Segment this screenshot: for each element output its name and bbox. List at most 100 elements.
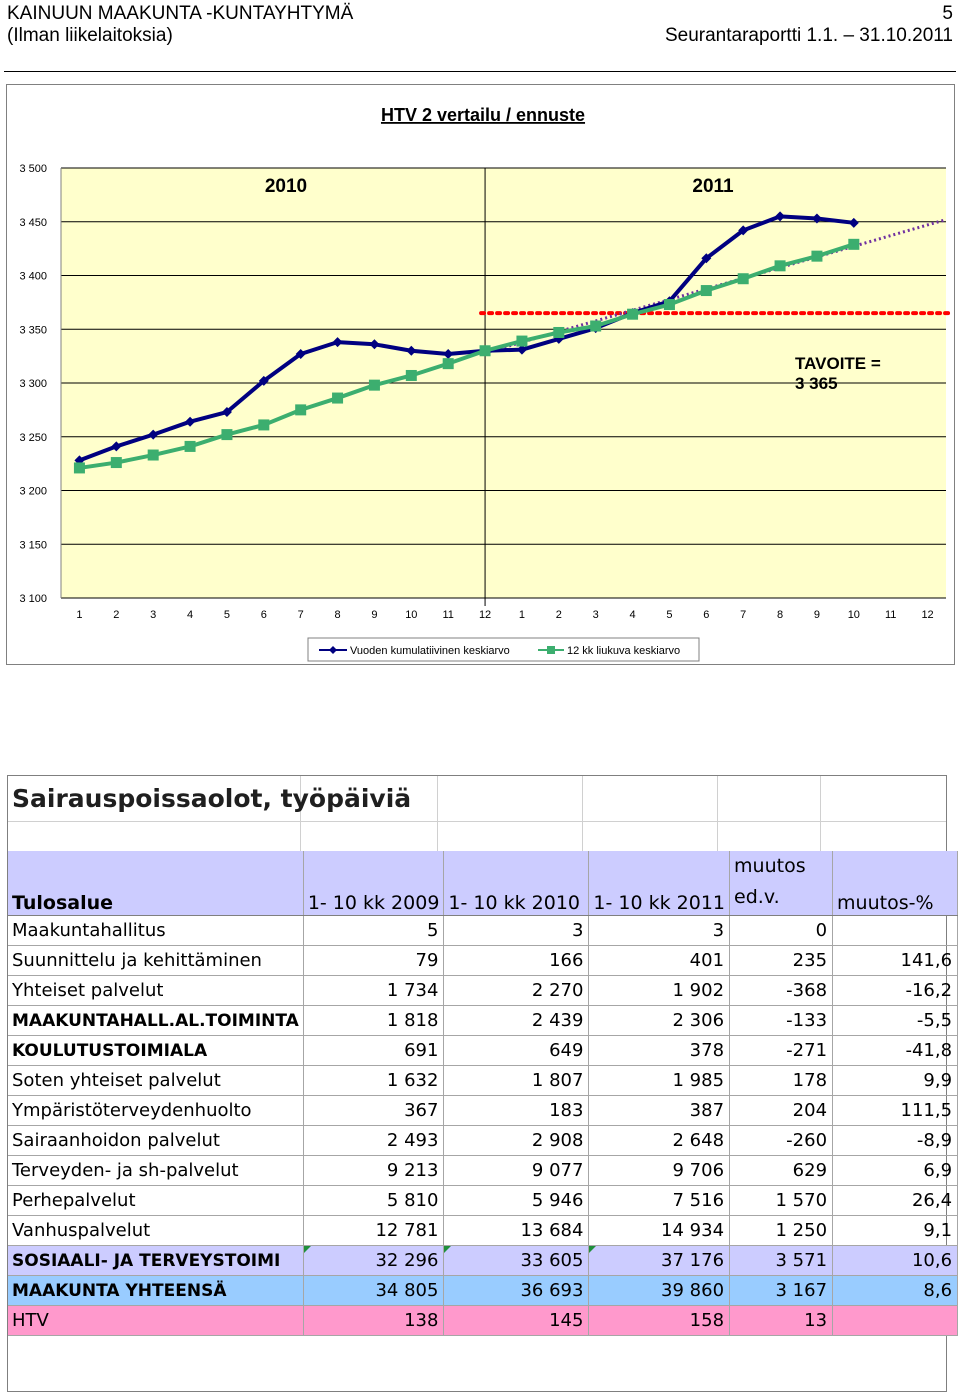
- cell-2010: 5 946: [443, 1185, 590, 1216]
- table-row: Suunnittelu ja kehittäminen 79 166 401 235 14…: [8, 945, 959, 976]
- cell-2010: 36 693: [443, 1275, 590, 1306]
- table-row: HTV 138 145 158 13: [8, 1305, 959, 1336]
- cell-2009: 691: [303, 1035, 445, 1066]
- y-tick-label: 3 250: [19, 432, 47, 444]
- grid-line: [820, 776, 821, 851]
- data-point-series-2: [700, 285, 712, 297]
- data-point-series-1: [701, 253, 712, 264]
- chart-legend: Vuoden kumulatiivinen keskiarvo 12 kk li…: [307, 637, 700, 662]
- data-point-series-1: [258, 375, 269, 386]
- x-tick-label: 1: [76, 609, 82, 621]
- cell-2011: 2 648: [588, 1125, 731, 1156]
- data-point-series-1: [185, 416, 196, 427]
- x-tick-label: 12: [479, 609, 491, 621]
- data-point-series-2: [184, 440, 196, 452]
- page-header: KAINUUN MAAKUNTA -KUNTAYHTYMÄ (Ilman lii…: [0, 0, 960, 72]
- data-point-series-2: [479, 345, 491, 357]
- grid-line: [582, 776, 583, 851]
- x-tick-label: 11: [442, 609, 453, 621]
- data-point-series-2: [442, 358, 454, 370]
- cell-change: 3 571: [729, 1245, 834, 1276]
- cell-change-pct: 8,6: [832, 1275, 959, 1306]
- org-name: KAINUUN MAAKUNTA -KUNTAYHTYMÄ: [7, 3, 354, 24]
- cell-2010: 145: [443, 1305, 590, 1336]
- y-axis-ticks: 3 100 3 150 3 200 3 250 3 300 3 350 3 400 3 450…: [19, 163, 47, 605]
- data-point-series-1: [111, 441, 122, 452]
- grid-line: [717, 776, 718, 851]
- y-tick-label: 3 500: [19, 163, 47, 175]
- cell-2011: 9 706: [588, 1155, 731, 1186]
- cell-2009: 12 781: [303, 1215, 445, 1246]
- cell-2010: 9 077: [443, 1155, 590, 1186]
- series-line-1: [78, 214, 855, 463]
- header-2011: 1- 10 kk 2011: [588, 851, 731, 916]
- cell-tulosalue: Vanhuspalvelut: [8, 1215, 304, 1246]
- data-point-series-2: [737, 273, 749, 285]
- cell-2011: 387: [588, 1095, 731, 1126]
- cell-change-pct: -16,2: [832, 975, 959, 1006]
- cell-tulosalue: MAAKUNTAHALL.AL.TOIMINTA: [8, 1005, 304, 1036]
- x-tick-label: 1: [519, 609, 525, 621]
- x-tick-label: 2: [113, 609, 119, 621]
- legend-marker-series-1: [329, 646, 337, 654]
- cell-2010: 649: [443, 1035, 590, 1066]
- cell-change-pct: [832, 1305, 959, 1336]
- cell-tulosalue: SOSIAALI- JA TERVEYSTOIMI: [8, 1245, 304, 1276]
- cell-2011: 39 860: [588, 1275, 731, 1306]
- x-tick-label: 8: [335, 609, 341, 621]
- cell-change: 629: [729, 1155, 834, 1186]
- y-tick-label: 3 400: [19, 271, 47, 283]
- header-change-line2: ed.v.: [734, 886, 780, 908]
- cell-2011: 37 176: [588, 1245, 731, 1276]
- grid-line: [437, 776, 438, 851]
- cell-2010: 33 605: [443, 1245, 590, 1276]
- table-row: Terveyden- ja sh-palvelut 9 213 9 077 9 706…: [8, 1155, 959, 1186]
- cell-change: 3 167: [729, 1275, 834, 1306]
- sick-leave-table: Tulosalue 1- 10 kk 2009 1- 10 kk 2010 1-…: [8, 851, 959, 1336]
- data-point-series-1: [295, 348, 306, 359]
- header-2009: 1- 10 kk 2009: [303, 851, 445, 916]
- x-tick-label: 11: [885, 609, 896, 621]
- cell-2009: 9 213: [303, 1155, 445, 1186]
- data-point-series-1: [221, 407, 232, 418]
- data-point-series-1: [848, 217, 859, 228]
- cell-2009: 5: [303, 915, 445, 946]
- cell-2009: 1 818: [303, 1005, 445, 1036]
- x-tick-label: 8: [777, 609, 783, 621]
- data-point-series-2: [332, 392, 344, 404]
- cell-change-pct: 6,9: [832, 1155, 959, 1186]
- cell-change: 1 570: [729, 1185, 834, 1216]
- legend-marker-series-2: [547, 646, 555, 654]
- data-point-series-1: [443, 348, 454, 359]
- cell-2011: 2 306: [588, 1005, 731, 1036]
- x-tick-label: 5: [224, 609, 230, 621]
- table-row: MAAKUNTAHALL.AL.TOIMINTA 1 818 2 439 2 306-…: [8, 1005, 959, 1036]
- data-point-series-2: [110, 457, 122, 469]
- cell-change-pct: 141,6: [832, 945, 959, 976]
- data-point-series-2: [147, 449, 159, 461]
- cell-change-pct: -5,5: [832, 1005, 959, 1036]
- table-row: Soten yhteiset palvelut 1 632 1 807 1 985 17…: [8, 1065, 959, 1096]
- cell-2011: 1 902: [588, 975, 731, 1006]
- x-tick-label: 7: [740, 609, 746, 621]
- data-point-series-2: [553, 326, 565, 338]
- cell-tulosalue: KOULUTUSTOIMIALA: [8, 1035, 304, 1066]
- x-tick-label: 4: [630, 609, 636, 621]
- x-tick-label: 10: [405, 609, 417, 621]
- table-row: Sairaanhoidon palvelut 2 493 2 908 2 648 -26…: [8, 1125, 959, 1156]
- header-tulosalue: Tulosalue: [8, 851, 304, 916]
- table-row: KOULUTUSTOIMIALA 691 649 378 -271 -41,8: [8, 1035, 959, 1066]
- grid-line: [8, 821, 946, 822]
- cell-2011: 401: [588, 945, 731, 976]
- legend-label-series-1: Vuoden kumulatiivinen keskiarvo: [350, 645, 510, 657]
- data-point-series-2: [295, 404, 307, 416]
- cell-change: -260: [729, 1125, 834, 1156]
- target-annotation-label: TAVOITE =: [795, 354, 881, 373]
- cell-2010: 1 807: [443, 1065, 590, 1096]
- cell-tulosalue: Maakuntahallitus: [8, 915, 304, 946]
- data-point-series-1: [811, 213, 822, 224]
- data-point-series-2: [627, 308, 639, 320]
- x-tick-label: 6: [261, 609, 267, 621]
- cell-tulosalue: MAAKUNTA YHTEENSÄ: [8, 1275, 304, 1306]
- data-point-series-2: [368, 379, 380, 391]
